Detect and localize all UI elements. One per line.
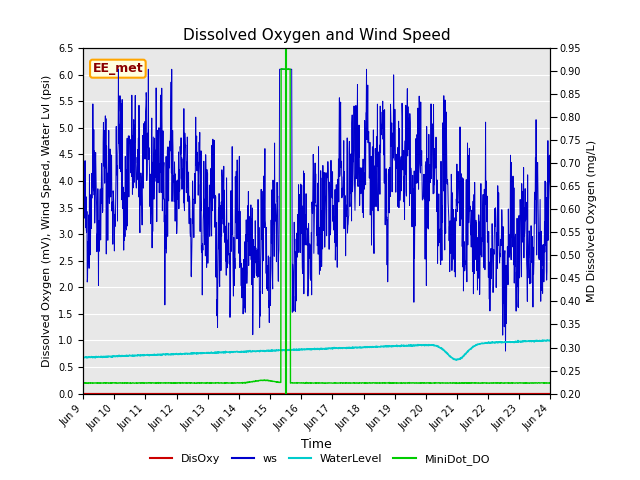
X-axis label: Time: Time xyxy=(301,438,332,451)
Legend: DisOxy, ws, WaterLevel, MiniDot_DO: DisOxy, ws, WaterLevel, MiniDot_DO xyxy=(145,450,495,469)
Title: Dissolved Oxygen and Wind Speed: Dissolved Oxygen and Wind Speed xyxy=(183,28,451,43)
Y-axis label: MD Dissolved Oxygen (mg/L): MD Dissolved Oxygen (mg/L) xyxy=(587,140,596,302)
Text: EE_met: EE_met xyxy=(93,62,143,75)
Y-axis label: Dissolved Oxygen (mV), Wind Speed, Water Lvl (psi): Dissolved Oxygen (mV), Wind Speed, Water… xyxy=(42,75,52,367)
